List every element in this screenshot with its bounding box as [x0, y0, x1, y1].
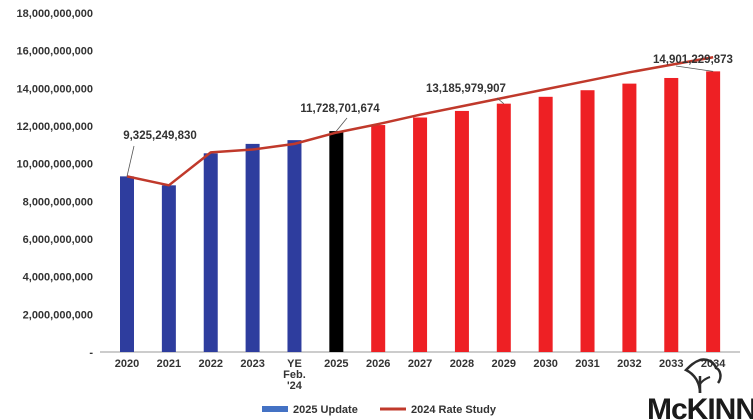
data-label: 14,901,229,873 [653, 54, 733, 66]
bar [454, 110, 469, 352]
bar [622, 83, 637, 352]
bar [329, 131, 344, 352]
tree-icon [683, 358, 722, 394]
y-tick-label: 12,000,000,000 [17, 121, 93, 133]
x-tick-label: 2033 [659, 358, 683, 370]
bar [371, 125, 386, 352]
data-label-leader [496, 97, 505, 104]
bar [120, 176, 134, 352]
data-labels: 9,325,249,830 11,728,701,674 13,185,979,90… [123, 54, 733, 177]
legend-swatch-2025-update [262, 406, 288, 412]
bar [161, 185, 176, 352]
x-tick-label: 2020 [115, 358, 139, 370]
x-tick-label: 2025 [324, 358, 348, 370]
bar [706, 71, 721, 352]
data-label: 13,185,979,907 [426, 83, 506, 95]
y-tick-label: 18,000,000,000 [17, 8, 93, 20]
bar [287, 140, 302, 352]
y-tick-label: 4,000,000,000 [23, 272, 93, 284]
bar [664, 77, 679, 352]
bar [496, 103, 511, 352]
x-tick-label: 2023 [240, 358, 264, 370]
bars [120, 71, 721, 353]
y-tick-label: 16,000,000,000 [17, 46, 93, 58]
x-tick-label: 2026 [366, 358, 390, 370]
x-tick-label: 2029 [492, 358, 516, 370]
bar [203, 153, 218, 352]
legend: 2025 Update 2024 Rate Study [262, 404, 497, 416]
data-label-leader [675, 65, 714, 72]
x-tick-label: 2030 [533, 358, 557, 370]
y-tick-label: 2,000,000,000 [23, 309, 93, 321]
data-label: 9,325,249,830 [123, 130, 197, 142]
data-label-leader [126, 145, 135, 177]
rate-study-line [126, 56, 714, 187]
legend-label-2024-rate-study: 2024 Rate Study [411, 404, 497, 416]
bar [245, 143, 260, 352]
legend-label-2025-update: 2025 Update [293, 404, 358, 416]
y-tick-label: - [89, 347, 93, 359]
bar [413, 117, 428, 353]
x-tick-label: 2027 [408, 358, 432, 370]
logo: McKINN [647, 358, 753, 420]
x-tick-label: 2032 [617, 358, 641, 370]
data-label: 11,728,701,674 [300, 103, 380, 115]
logo-text: McKINN [647, 393, 753, 420]
y-tick-label: 14,000,000,000 [17, 83, 93, 95]
line-series [126, 56, 714, 187]
x-tick-label: 2022 [198, 358, 222, 370]
data-label-leader [336, 117, 348, 132]
x-tick-label: 2031 [575, 358, 599, 370]
y-tick-label: 10,000,000,000 [17, 159, 93, 171]
y-axis: - 2,000,000,000 4,000,000,000 6,000,000,000… [17, 8, 740, 359]
x-tick-label: 2021 [157, 358, 181, 370]
y-tick-label: 6,000,000,000 [23, 234, 93, 246]
y-tick-label: 8,000,000,000 [23, 196, 93, 208]
bar [538, 96, 553, 352]
x-tick-label: YE Feb. '24 [283, 358, 306, 392]
x-axis: 2020 2021 2022 2023 YE Feb. '24 2025 2026 2027 202… [115, 358, 726, 392]
x-tick-label: 2028 [450, 358, 474, 370]
bar [580, 90, 595, 352]
